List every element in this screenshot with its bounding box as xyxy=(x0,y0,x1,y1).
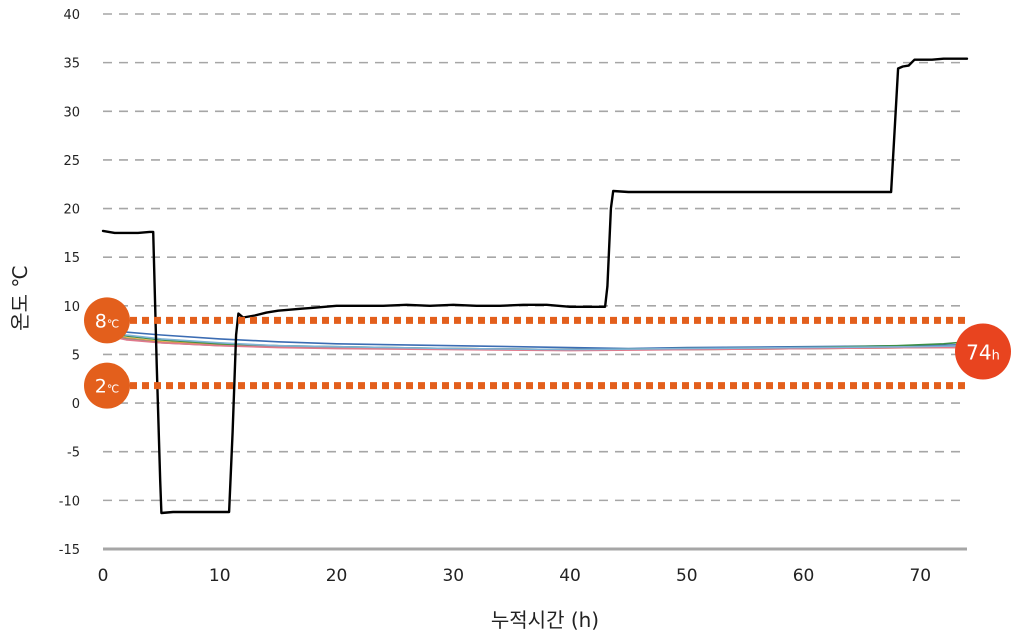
y-tick-label: 35 xyxy=(63,57,80,72)
y-tick-labels: 40 35 30 25 20 15 10 5 0 -5 -10 -15 xyxy=(59,8,80,558)
x-axis-title: 누적시간 (h) xyxy=(491,608,599,632)
x-tick-labels: 0 10 20 30 40 50 60 70 xyxy=(98,566,932,586)
badge-value: 8 xyxy=(95,310,107,332)
y-tick-label: 20 xyxy=(63,203,80,218)
y-tick-label: 10 xyxy=(63,300,80,315)
badge-label: 2℃ xyxy=(95,376,119,398)
threshold-badge: 2℃ xyxy=(84,362,130,409)
badge-value: 2 xyxy=(95,376,107,398)
x-tick-label: 70 xyxy=(909,566,931,586)
x-tick-label: 30 xyxy=(442,566,464,586)
sensor-temperature-line xyxy=(102,329,968,350)
grid-lines xyxy=(103,13,967,551)
data-series xyxy=(101,57,969,515)
x-tick-label: 50 xyxy=(676,566,698,586)
y-tick-label: -15 xyxy=(59,543,80,558)
y-tick-label: 5 xyxy=(72,348,80,363)
end-badge-circle xyxy=(955,323,1011,380)
y-tick-label: 30 xyxy=(63,105,80,120)
x-tick-label: 20 xyxy=(326,566,348,586)
x-tick-label: 10 xyxy=(209,566,231,586)
y-axis-title: 온도 ℃ xyxy=(8,265,32,331)
threshold-badge: 8℃ xyxy=(84,297,130,344)
end-badge-label: 74h xyxy=(966,341,1000,365)
badge-unit: ℃ xyxy=(107,383,119,396)
badge-circle xyxy=(84,297,130,344)
y-tick-label: 15 xyxy=(63,251,80,266)
x-tick-label: 60 xyxy=(793,566,815,586)
badge-circle xyxy=(84,362,130,409)
y-tick-label: 25 xyxy=(63,154,80,169)
end-time-badge: 74h xyxy=(955,323,1011,380)
threshold-lines xyxy=(130,316,967,390)
x-tick-label: 40 xyxy=(559,566,581,586)
y-tick-label: 0 xyxy=(72,397,80,412)
badge-unit: ℃ xyxy=(107,317,119,330)
end-badge-unit: h xyxy=(992,349,1000,364)
y-tick-label: -5 xyxy=(67,446,80,461)
end-badge-value: 74 xyxy=(966,341,991,365)
y-tick-label: 40 xyxy=(63,8,80,23)
ambient-temperature-line xyxy=(101,57,969,515)
badge-label: 8℃ xyxy=(95,310,119,332)
x-tick-label: 0 xyxy=(98,566,109,586)
y-tick-label: -10 xyxy=(59,494,80,509)
